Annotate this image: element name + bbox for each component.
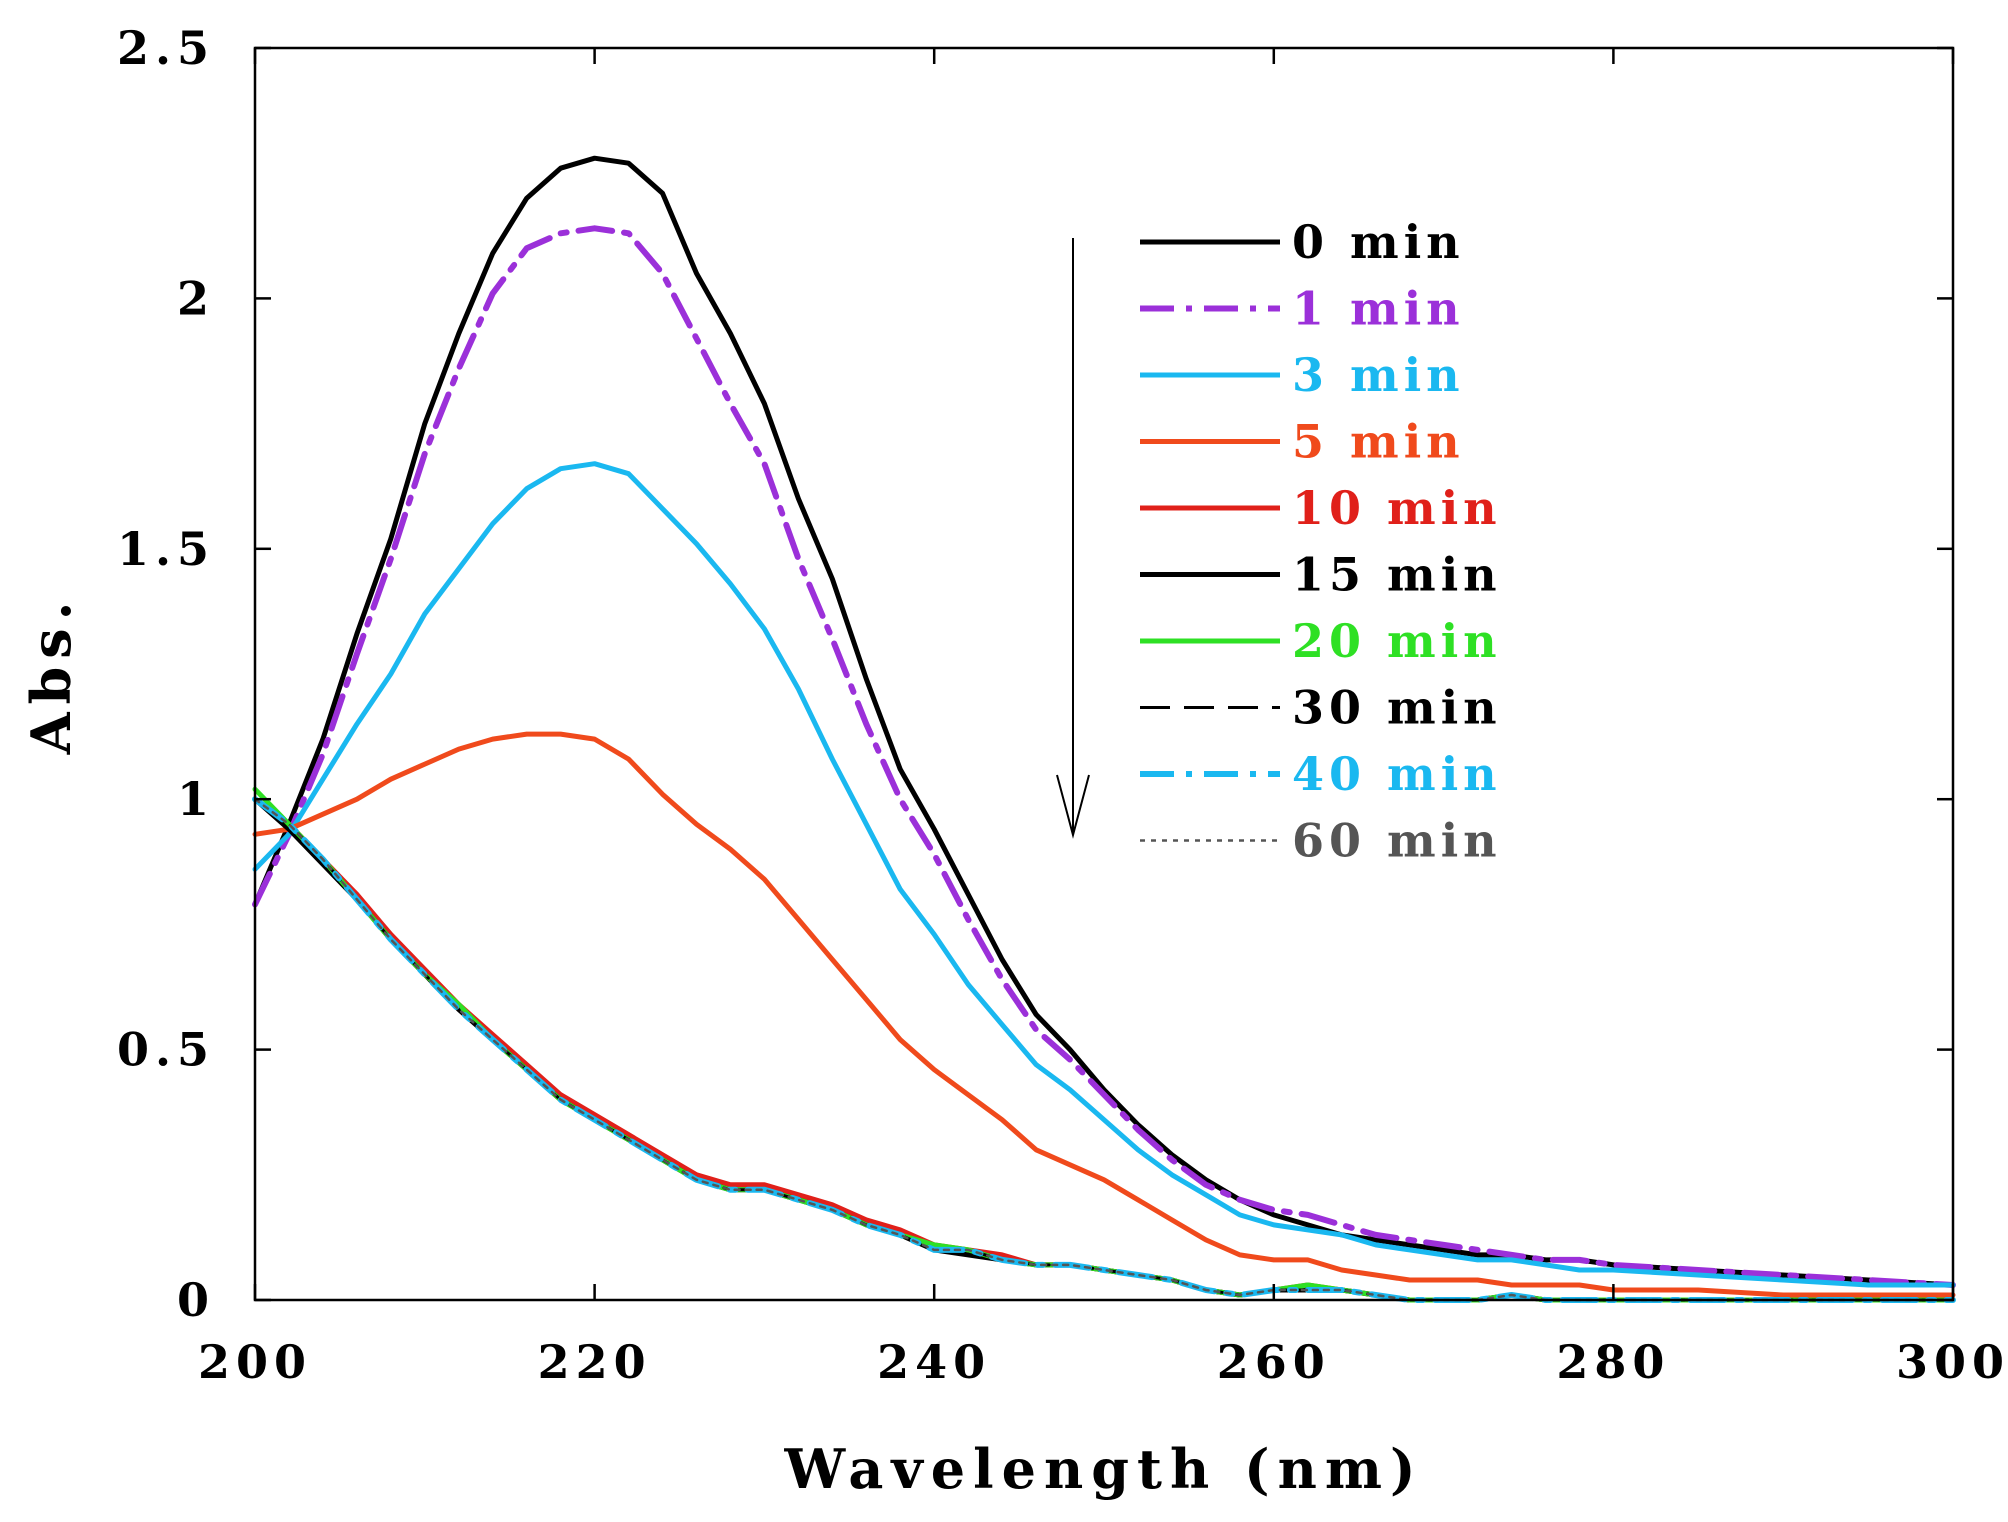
- legend-label-3-min: 3 min: [1292, 348, 1465, 402]
- y-tick-label: 0: [177, 1273, 215, 1327]
- y-tick-label: 2: [177, 271, 215, 325]
- legend-label-20-min: 20 min: [1292, 614, 1502, 668]
- legend-label-15-min: 15 min: [1292, 548, 1502, 602]
- tick-layer: [253, 46, 1955, 1302]
- plot-frame: [253, 46, 1955, 1302]
- x-tick-labels: 200 220 240 260 280 300: [198, 1335, 2008, 1389]
- arrow-head: [1056, 774, 1090, 839]
- y-tick-label: 2.5: [117, 21, 215, 75]
- legend-label-10-min: 10 min: [1292, 481, 1502, 535]
- x-tick-label: 280: [1556, 1335, 1670, 1389]
- x-tick-label: 200: [198, 1335, 312, 1389]
- legend-label-0-min: 0 min: [1292, 215, 1465, 269]
- y-axis-title: Abs.: [19, 594, 83, 756]
- series-line-3-min: [252, 461, 1956, 1288]
- legend: 0 min 1 min 3 min 5 min 10 min 15 min 20 min 30…: [1140, 215, 1502, 868]
- series-line-60-min: [253, 797, 1955, 1302]
- trend-arrow: [1056, 238, 1090, 839]
- y-tick-label: 1: [177, 772, 215, 826]
- x-tick-label: 260: [1217, 1335, 1331, 1389]
- legend-label-60-min: 60 min: [1292, 814, 1502, 868]
- y-tick-labels: 0 0.5 1 1.5 2 2.5: [117, 21, 215, 1327]
- x-tick-label: 220: [538, 1335, 652, 1389]
- series-layer: [252, 155, 1956, 1303]
- legend-label-5-min: 5 min: [1292, 415, 1465, 469]
- x-tick-label: 240: [877, 1335, 991, 1389]
- y-tick-label: 0.5: [117, 1023, 215, 1077]
- legend-label-1-min: 1 min: [1292, 282, 1465, 336]
- x-tick-label: 300: [1896, 1335, 2008, 1389]
- x-axis-title: Wavelength (nm): [783, 1437, 1423, 1501]
- y-tick-label: 1.5: [117, 522, 215, 576]
- series-line-5-min: [252, 731, 1956, 1298]
- legend-label-30-min: 30 min: [1292, 681, 1502, 735]
- series-line-1-min: [252, 225, 1956, 1288]
- legend-label-40-min: 40 min: [1292, 747, 1502, 801]
